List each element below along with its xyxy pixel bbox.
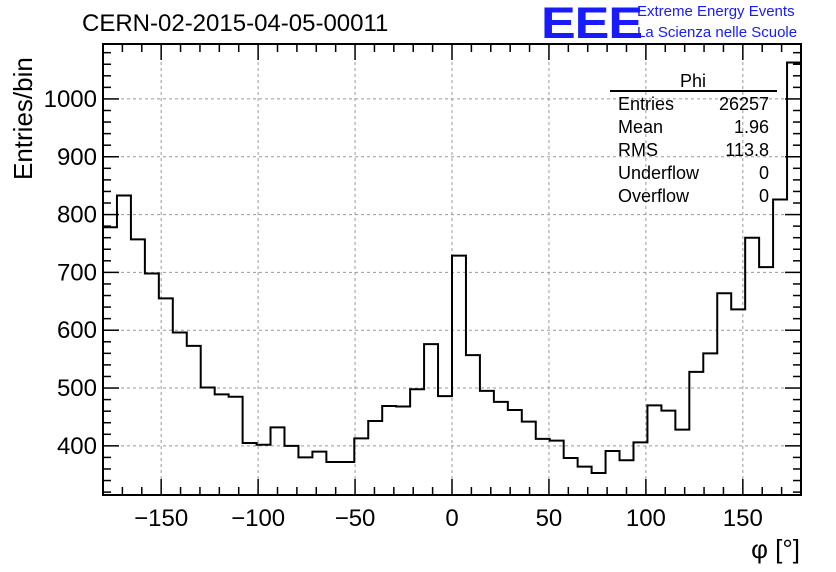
y-tick-label: 900 xyxy=(57,144,97,171)
stats-mean-value: 1.96 xyxy=(734,117,769,137)
x-axis-label: φ [°] xyxy=(751,534,800,564)
stats-entries-value: 26257 xyxy=(719,94,769,114)
eee-logo: EEE xyxy=(541,0,643,49)
y-tick-labels: 400 500 600 700 800 900 1000 xyxy=(44,86,97,460)
stats-overflow-value: 0 xyxy=(759,186,769,206)
chart-title: CERN-02-2015-04-05-00011 xyxy=(82,10,389,37)
y-tick-label: 700 xyxy=(57,259,97,286)
histogram-line xyxy=(103,61,801,475)
axis-ticks xyxy=(102,44,802,495)
logo-caption-line1: Extreme Energy Events xyxy=(637,3,795,20)
x-tick-label: 150 xyxy=(723,505,763,532)
y-tick-label: 800 xyxy=(57,202,97,229)
logo-caption-line2: La Scienza nelle Scuole xyxy=(637,24,798,41)
x-tick-label: 100 xyxy=(626,505,666,532)
x-tick-label: −150 xyxy=(134,505,188,532)
stats-title: Phi xyxy=(680,71,706,91)
stats-rms-label: RMS xyxy=(618,140,658,160)
y-axis-label: Entries/bin xyxy=(8,57,38,180)
y-tick-label: 400 xyxy=(57,433,97,460)
stats-underflow-value: 0 xyxy=(759,163,769,183)
y-tick-label: 1000 xyxy=(44,86,97,113)
x-tick-label: 0 xyxy=(445,505,458,532)
stats-mean-label: Mean xyxy=(618,117,663,137)
y-tick-label: 500 xyxy=(57,375,97,402)
stats-underflow-label: Underflow xyxy=(618,163,700,183)
stats-overflow-label: Overflow xyxy=(618,186,690,206)
x-tick-label: −100 xyxy=(231,505,285,532)
stats-box: Phi Entries 26257 Mean 1.96 RMS 113.8 Un… xyxy=(610,71,777,206)
x-tick-label: 50 xyxy=(536,505,563,532)
stats-entries-label: Entries xyxy=(618,94,674,114)
x-tick-labels: −150 −100 −50 0 50 100 150 xyxy=(134,505,763,532)
stats-rms-value: 113.8 xyxy=(725,140,769,160)
y-tick-label: 600 xyxy=(57,317,97,344)
x-tick-label: −50 xyxy=(335,505,376,532)
